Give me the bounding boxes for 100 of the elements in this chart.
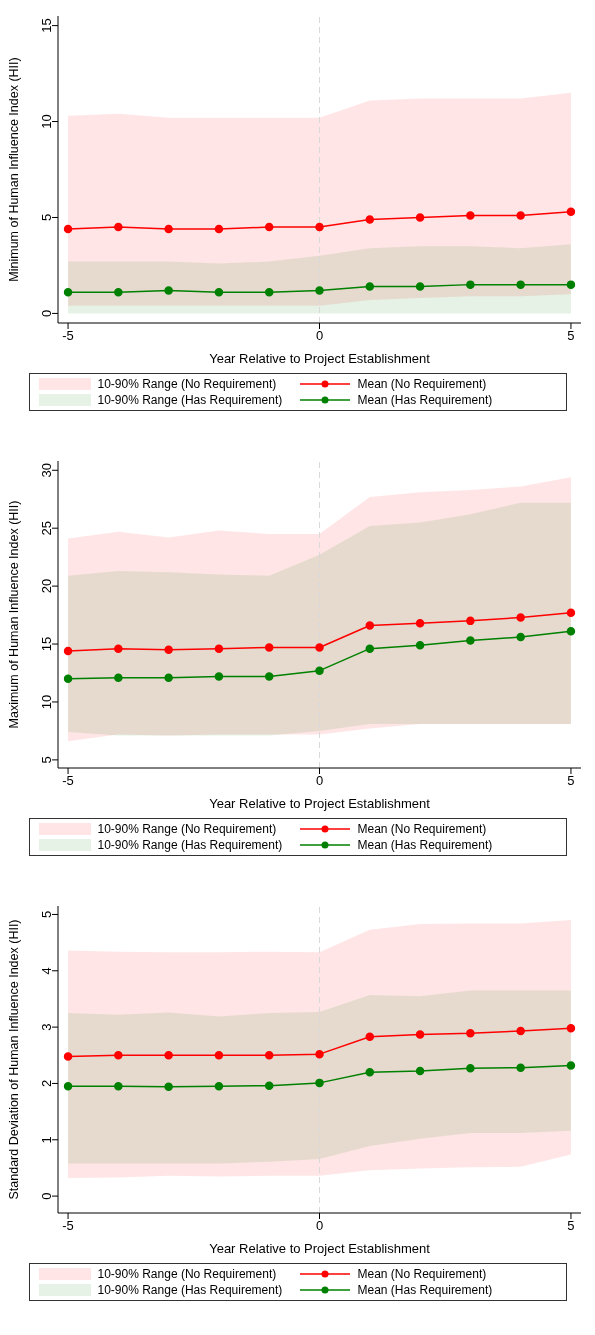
point	[365, 644, 375, 653]
point	[114, 673, 123, 682]
point	[466, 280, 475, 289]
point	[114, 1051, 123, 1060]
y-axis-title: Standard Deviation of Human Influence Index (HII)	[7, 919, 22, 1200]
x-tick-label: 5	[567, 773, 575, 789]
point	[114, 222, 123, 232]
point	[315, 1049, 324, 1059]
point	[415, 1066, 425, 1076]
point	[264, 672, 274, 681]
point	[63, 674, 73, 684]
legend-label: Mean (Has Requirement)	[357, 393, 493, 407]
legend-label: Mean (No Requirement)	[357, 377, 487, 391]
point	[63, 1052, 73, 1061]
point	[516, 280, 525, 289]
x-tick-label: -5	[62, 328, 74, 344]
legend-label: Mean (Has Requirement)	[357, 1283, 493, 1297]
y-tick-label: 3	[38, 1023, 54, 1031]
text: 10-90% Range (No Requirement)	[97, 822, 277, 836]
point	[214, 1051, 224, 1060]
point	[264, 222, 274, 232]
point	[566, 1023, 576, 1033]
x-tick-label: 0	[315, 773, 324, 789]
point	[415, 1030, 425, 1039]
text: 10-90% Range (Has Requirement)	[97, 1283, 283, 1297]
point	[466, 1063, 475, 1073]
point	[516, 1063, 525, 1072]
y-tick-label: 2	[38, 1079, 54, 1088]
point	[516, 632, 525, 642]
point	[415, 282, 425, 291]
point	[365, 1067, 375, 1077]
y-tick-label: 4	[38, 967, 54, 975]
x-axis-title: Year Relative to Project Establishment	[209, 796, 431, 811]
point	[365, 215, 375, 224]
point	[566, 1061, 576, 1070]
text: 10-90% Range (No Requirement)	[97, 377, 277, 391]
x-tick-label: 5	[567, 1218, 575, 1234]
y-tick-label: 5	[38, 756, 54, 764]
x-axis-title: Year Relative to Project Establishment	[209, 1241, 431, 1256]
point	[415, 640, 425, 650]
y-tick-label: 0	[38, 309, 54, 318]
point	[164, 224, 173, 234]
y-tick-label: 15	[38, 18, 54, 33]
point	[264, 643, 274, 652]
y-tick-label: 10	[38, 114, 54, 129]
point	[566, 627, 576, 636]
point	[566, 608, 576, 618]
point	[164, 1051, 173, 1060]
point	[264, 1051, 274, 1060]
point	[466, 211, 475, 220]
y-tick-label: 5	[38, 213, 54, 222]
point	[63, 288, 73, 297]
point	[164, 673, 173, 682]
text: 10-90% Range (Has Requirement)	[97, 393, 283, 407]
x-tick-label: 0	[315, 328, 324, 344]
point	[315, 666, 324, 675]
point	[365, 1032, 375, 1041]
y-tick-label: 5	[38, 910, 54, 919]
point	[566, 280, 576, 289]
point	[63, 224, 73, 234]
point	[466, 636, 475, 645]
point	[264, 288, 274, 297]
y-tick-label: 20	[38, 578, 54, 594]
point	[214, 644, 224, 653]
point	[365, 282, 375, 291]
point	[516, 1026, 525, 1036]
point	[63, 646, 73, 656]
point	[214, 288, 224, 297]
point	[264, 1081, 274, 1090]
point	[315, 286, 324, 295]
point	[415, 213, 425, 222]
x-tick-label: 0	[315, 1218, 324, 1234]
y-tick-label: 30	[38, 463, 54, 478]
point	[415, 618, 425, 628]
point	[466, 1029, 475, 1038]
legend-label: Mean (No Requirement)	[357, 822, 487, 836]
point	[466, 616, 475, 626]
text: 10-90% Range (Has Requirement)	[97, 838, 283, 852]
point	[164, 1082, 173, 1092]
point	[566, 207, 576, 216]
point	[516, 613, 525, 622]
point	[315, 643, 324, 652]
legend-label: Mean (Has Requirement)	[357, 838, 493, 852]
legend-label: Mean (No Requirement)	[357, 1267, 487, 1281]
y-axis-title: Maximum of Human Influence Index (HII)	[7, 500, 22, 729]
text: 10-90% Range (No Requirement)	[97, 1267, 277, 1281]
y-tick-label: 1	[38, 1136, 54, 1144]
y-tick-label: 0	[38, 1192, 54, 1200]
x-tick-label: -5	[62, 773, 74, 789]
y-tick-label: 15	[38, 636, 54, 652]
y-tick-label: 25	[38, 520, 54, 536]
point	[516, 211, 525, 220]
y-axis-title: Minimum of Human Influence Index (HII)	[7, 57, 22, 282]
point	[164, 286, 173, 295]
point	[114, 1082, 123, 1091]
point	[114, 644, 123, 653]
point	[315, 1078, 324, 1088]
x-axis-title: Year Relative to Project Establishment	[209, 351, 431, 366]
point	[315, 222, 324, 232]
point	[63, 1082, 73, 1091]
